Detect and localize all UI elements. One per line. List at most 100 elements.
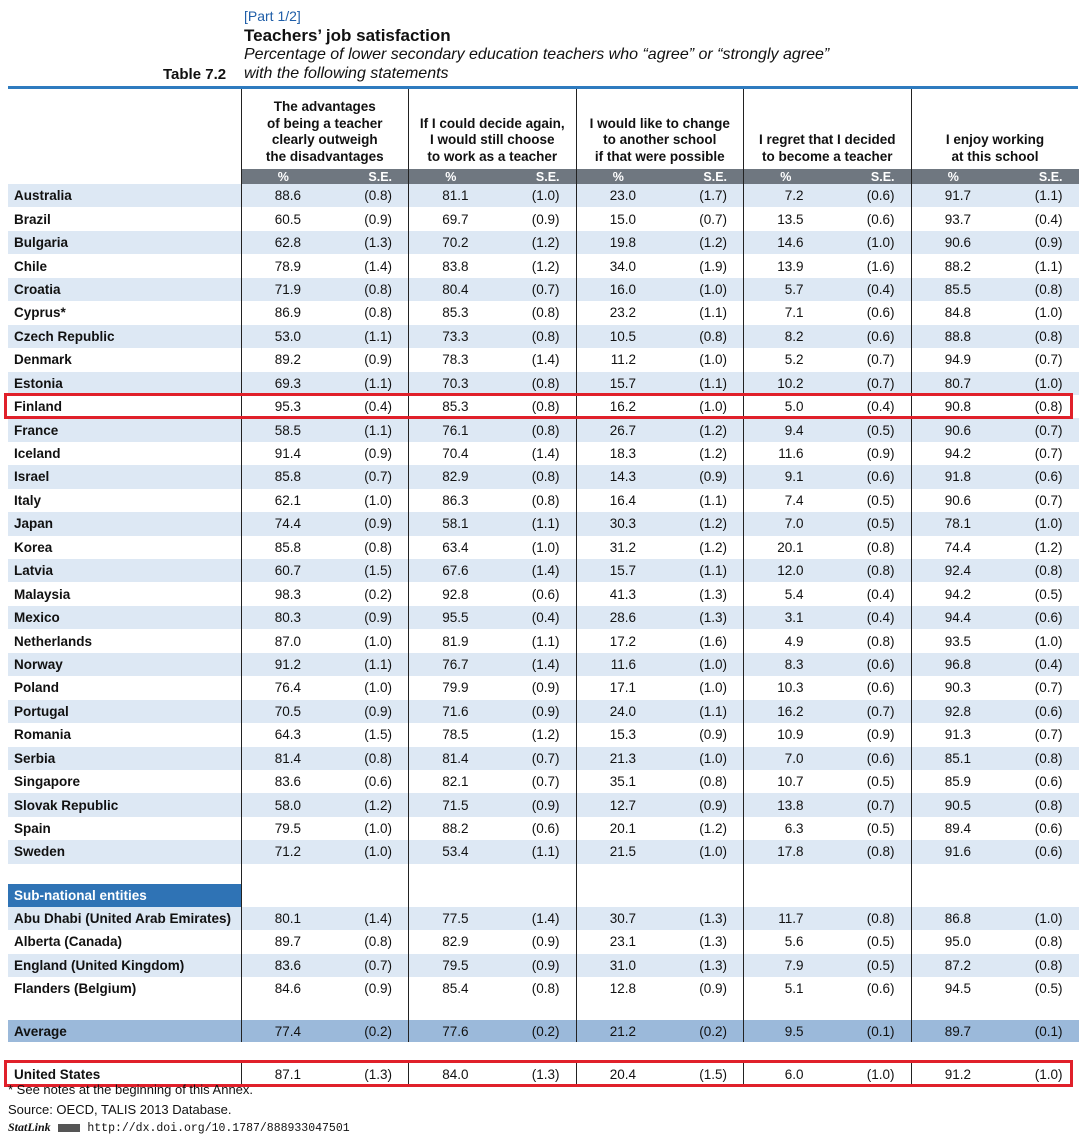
se-cell: (0.5)	[866, 774, 895, 790]
statlink-url[interactable]: http://dx.doi.org/10.1787/888933047501	[87, 1122, 350, 1135]
country-row: Singapore 83.6 (0.6) 82.1 (0.7) 35.1 (0.8) 10.7…	[8, 769, 1079, 794]
se-cell: (0.8)	[995, 559, 1079, 583]
se-cell: (0.7)	[325, 465, 409, 489]
country-row: Spain 79.5 (1.0) 88.2 (0.6) 20.1 (1.2) 6.3 (0.5)…	[8, 816, 1079, 841]
percent-cell: 79.5	[240, 816, 325, 841]
percent-cell: 21.3	[575, 746, 661, 770]
percent-cell: 91.2	[910, 1062, 996, 1086]
percent-cell: 3.1	[743, 605, 828, 630]
se-cell: (0.8)	[995, 324, 1079, 349]
se-cell: (0.7)	[325, 953, 409, 977]
country-row: Czech Republic 53.0 (1.1) 73.3 (0.8) 10.5 (0.8…	[8, 324, 1079, 349]
se-cell: (0.8)	[995, 793, 1079, 817]
se-cell: (1.4)	[492, 652, 577, 677]
statlink: StatLink http://dx.doi.org/10.1787/88893…	[8, 1120, 350, 1135]
percent-cell: 5.4	[743, 582, 828, 606]
percent-cell: 82.9	[408, 465, 493, 489]
percent-cell: 23.0	[575, 184, 661, 208]
percent-cell: 88.6	[240, 184, 325, 208]
se-cell: (0.5)	[827, 953, 912, 977]
percent-cell: 34.0	[575, 254, 661, 278]
country-row: Bulgaria 62.8 (1.3) 70.2 (1.2) 19.8 (1.2) 14.6(…	[8, 230, 1079, 255]
percent-cell: 16.0	[575, 277, 661, 302]
percent-cell: 88.8	[910, 324, 996, 349]
subtitle-line-1: Percentage of lower secondary education …	[244, 46, 830, 63]
percent-cell: 92.8	[408, 582, 493, 606]
row-label: Cyprus*	[14, 305, 66, 321]
percent-cell: 11.6	[743, 441, 828, 466]
percent-cell: 98.3	[240, 582, 325, 606]
question-text: The advantages of being a teacher clearl…	[265, 99, 384, 164]
percent-cell: 10.3	[743, 676, 828, 700]
se-cell: (1.2)	[531, 727, 560, 743]
question-header: If I could decide again, I would still c…	[408, 89, 577, 169]
pct-header: %	[575, 169, 661, 184]
se-cell: (0.6)	[364, 774, 393, 790]
percent-cell: 18.3	[575, 441, 661, 466]
percent-cell: 77.4	[240, 1020, 325, 1043]
se-cell: (0.5)	[1034, 981, 1063, 997]
se-cell: (0.8)	[995, 953, 1079, 977]
se-cell: (1.0)	[364, 492, 393, 508]
se-cell: (1.0)	[660, 652, 744, 677]
percent-cell: 6.3	[743, 816, 828, 841]
se-cell: (1.1)	[325, 324, 409, 349]
question-text: If I could decide again, I would still c…	[419, 115, 565, 164]
se-cell: (0.6)	[995, 605, 1079, 630]
se-cell: (0.8)	[492, 418, 577, 442]
percent-cell: 91.4	[240, 441, 325, 466]
se-cell: (0.2)	[325, 1020, 409, 1043]
se-cell: (1.4)	[325, 906, 409, 931]
percent-cell: 20.4	[575, 1062, 661, 1086]
se-cell: (0.9)	[325, 512, 409, 536]
percent-cell: 91.8	[910, 465, 996, 489]
row-label: Croatia	[8, 277, 241, 302]
se-cell: (0.7)	[1034, 446, 1063, 462]
percent-cell: 28.6	[575, 605, 661, 630]
se-cell: (1.0)	[699, 680, 728, 696]
percent-cell: 16.2	[575, 394, 661, 419]
se-cell: (0.8)	[492, 324, 577, 349]
se-cell: (0.9)	[531, 680, 560, 696]
se-cell: (0.9)	[699, 981, 728, 997]
percent-cell: 81.1	[408, 184, 493, 208]
percent-cell: 24.0	[575, 699, 661, 724]
average-row: Average 77.4 (0.2) 77.6 (0.2) 21.2 (0.2) 9.5 (0.…	[8, 1020, 1079, 1043]
percent-cell: 87.2	[910, 953, 996, 977]
percent-cell: 13.8	[743, 793, 828, 817]
percent-cell: 7.2	[743, 184, 828, 208]
se-cell: (0.9)	[364, 981, 393, 997]
se-cell: (1.6)	[699, 633, 728, 649]
percent-cell: 7.0	[743, 512, 828, 536]
se-cell: (0.9)	[364, 352, 393, 368]
country-row: Korea 85.8 (0.8) 63.4 (1.0) 31.2 (1.2) 20.1 (0.8…	[8, 535, 1079, 559]
row-label: Mexico	[8, 605, 241, 630]
percent-cell: 17.2	[575, 629, 661, 653]
united-states-highlight-box	[4, 1060, 1073, 1087]
percent-cell: 69.7	[408, 207, 493, 231]
se-cell: (0.8)	[364, 539, 393, 555]
percent-cell: 78.9	[240, 254, 325, 278]
percent-cell: 81.4	[240, 746, 325, 770]
percent-cell: 73.3	[408, 324, 493, 349]
pct-header: %	[743, 169, 828, 184]
percent-cell: 86.9	[240, 301, 325, 325]
se-cell: (1.0)	[660, 277, 744, 302]
percent-cell: 71.6	[408, 699, 493, 724]
row-label: Alberta (Canada)	[14, 934, 123, 950]
se-cell: (0.9)	[531, 934, 560, 950]
se-cell: (0.6)	[827, 652, 912, 677]
percent-cell: 14.6	[743, 230, 828, 255]
se-cell: (0.9)	[531, 211, 560, 227]
united-states-row: United States 87.1 (1.3) 84.0 (1.3) 20.4 (1.5)…	[8, 1062, 1079, 1086]
percent-cell: 81.4	[408, 746, 493, 770]
spacer-row	[8, 1000, 1079, 1021]
se-cell: (1.1)	[531, 633, 560, 649]
table-title: Teachers’ job satisfaction	[244, 26, 451, 45]
se-cell: (0.6)	[531, 586, 560, 602]
percent-cell: 12.7	[575, 793, 661, 817]
percent-cell: 16.4	[575, 488, 661, 513]
percent-cell: 58.1	[408, 512, 493, 536]
percent-cell: 4.9	[743, 629, 828, 653]
se-cell: (1.3)	[531, 1066, 560, 1082]
